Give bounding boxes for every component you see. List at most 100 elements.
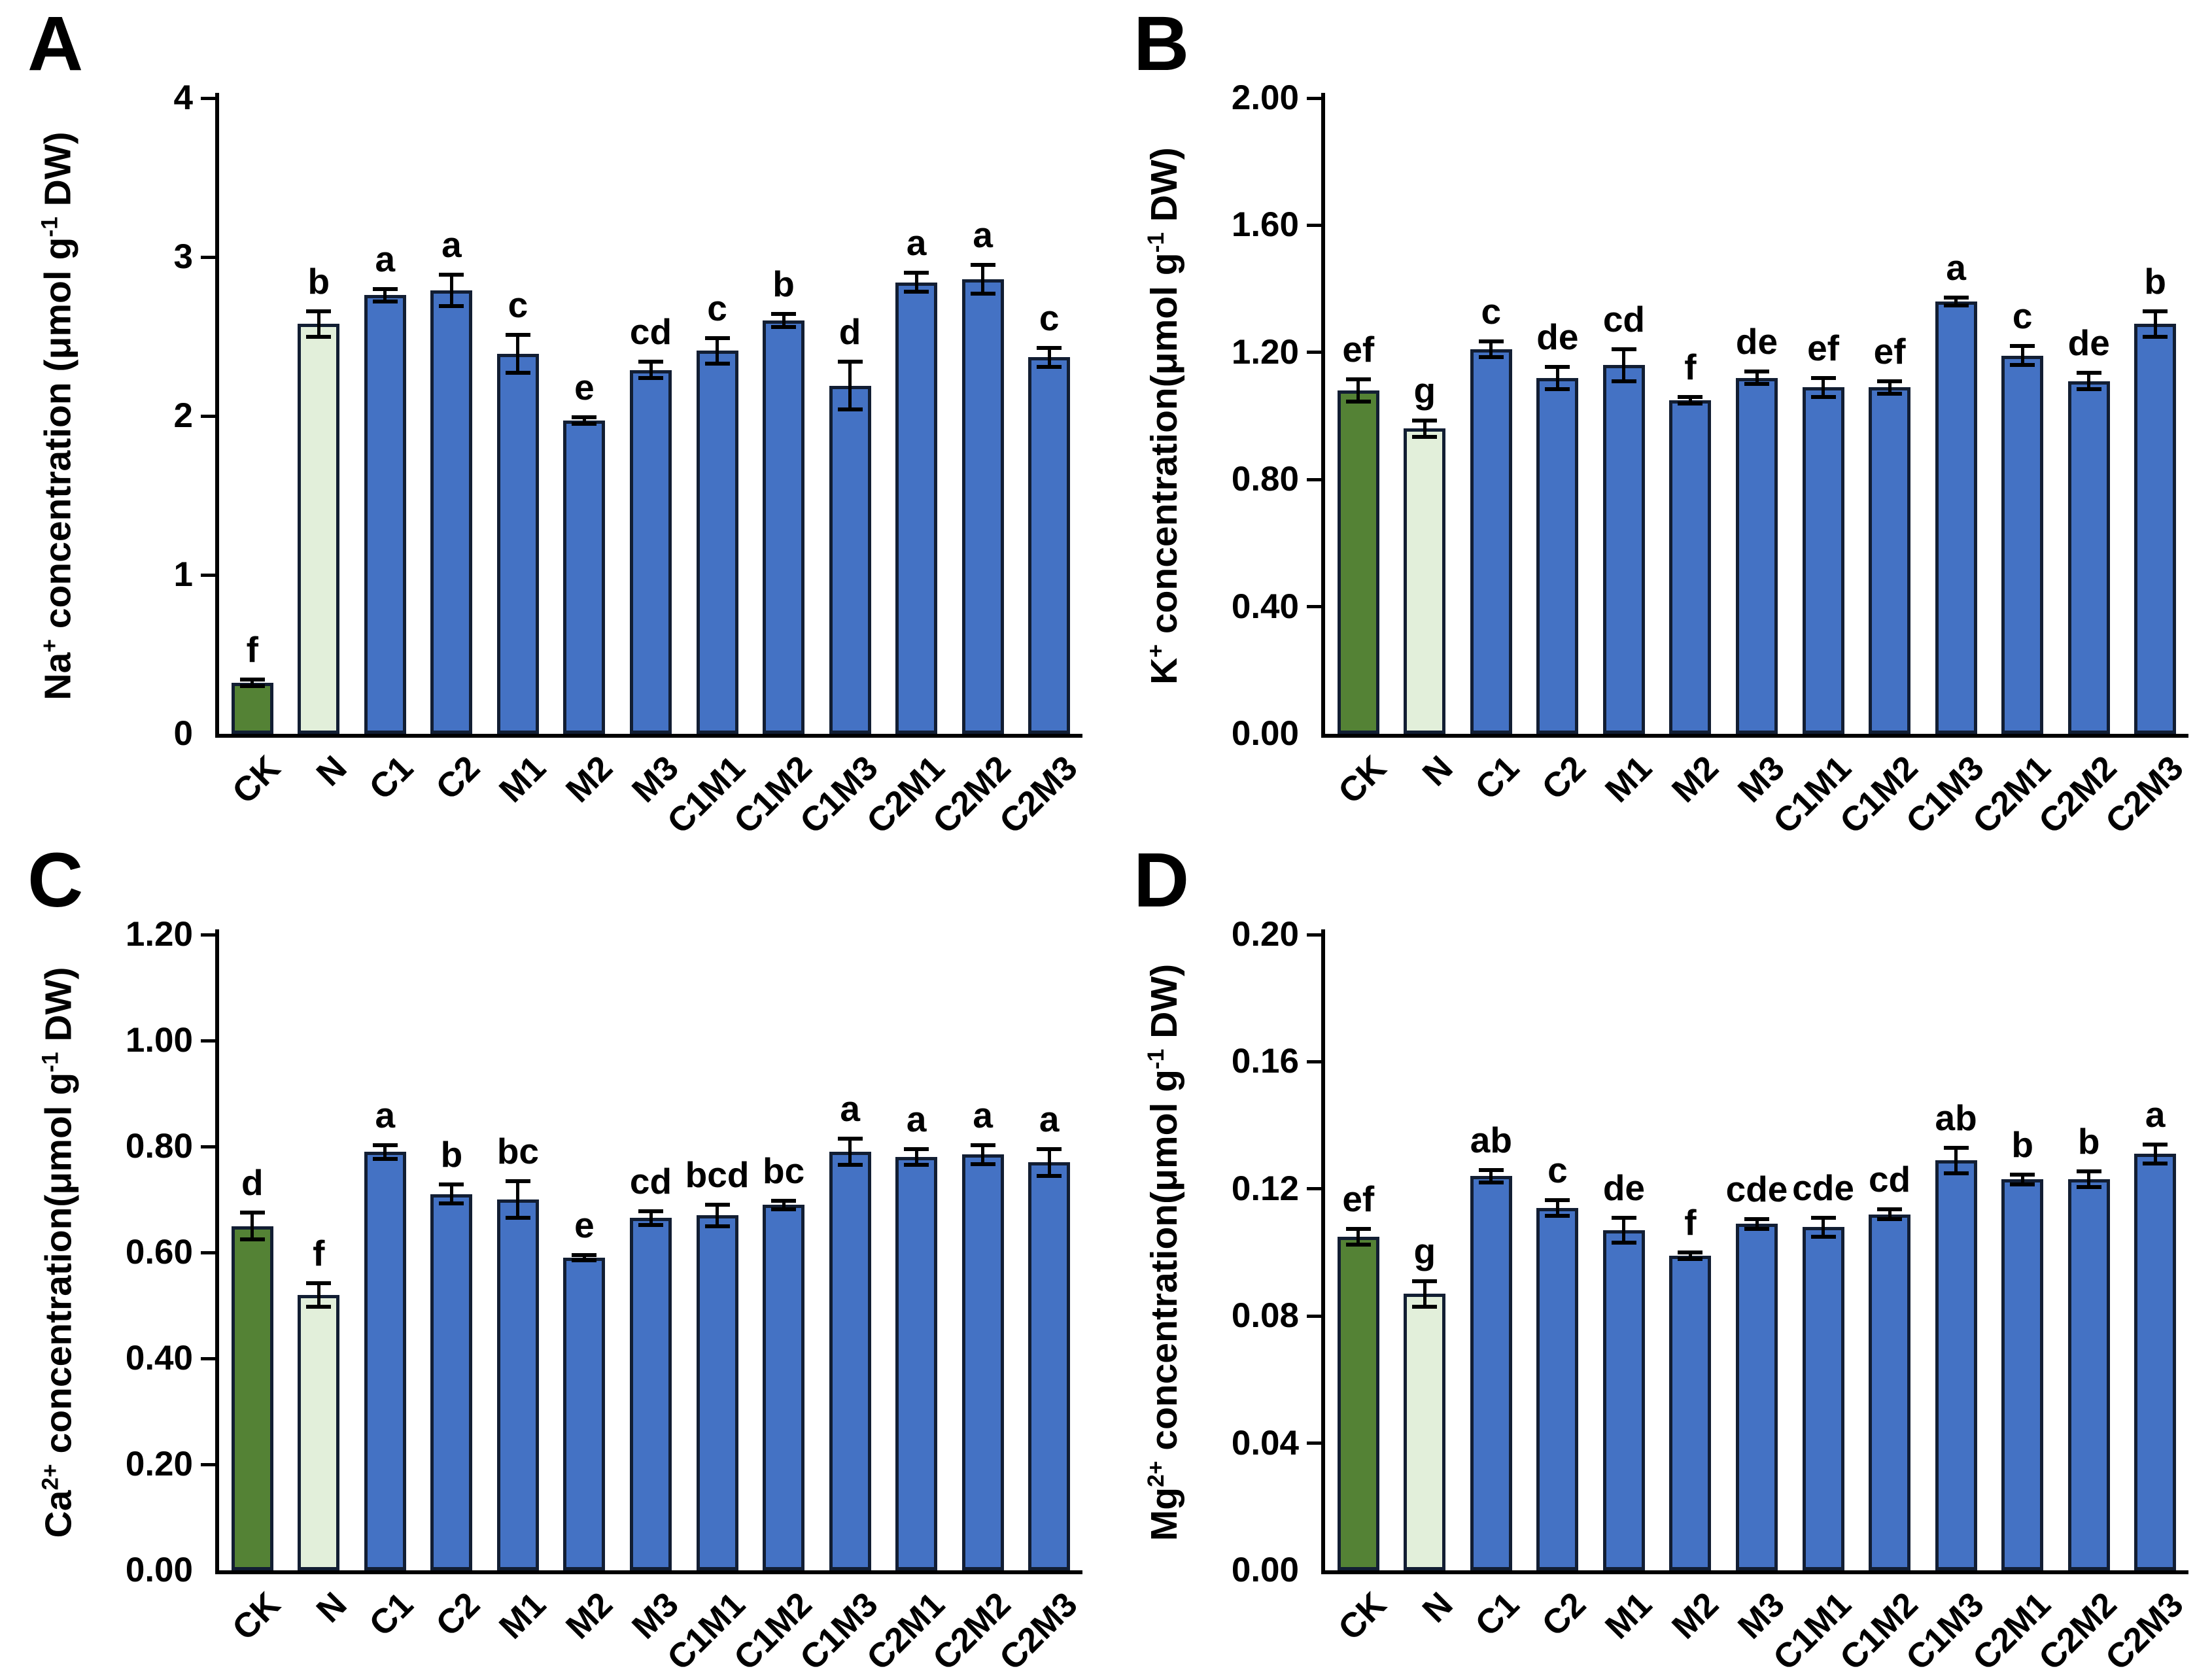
error-bar-cap-bottom bbox=[771, 1207, 797, 1211]
bar-c2m2 bbox=[2067, 1179, 2110, 1570]
significance-letter: a bbox=[441, 224, 462, 265]
y-tick-label: 1.60 bbox=[1231, 205, 1299, 245]
bar-ck bbox=[231, 683, 273, 734]
error-bar-cap-top bbox=[771, 1198, 797, 1203]
y-tick-mark bbox=[1307, 351, 1321, 354]
error-bar-cap-bottom bbox=[372, 1156, 398, 1161]
error-bar-cap-top bbox=[2143, 1142, 2168, 1147]
x-tick-label: C2M3 bbox=[992, 748, 1085, 842]
bar-c2m1 bbox=[895, 1157, 938, 1570]
error-bar-cap-top bbox=[1478, 1167, 1504, 1172]
error-bar-cap-bottom bbox=[2076, 1185, 2101, 1190]
y-tick-label: 0.12 bbox=[1231, 1169, 1299, 1208]
error-bar-cap-top bbox=[1810, 1215, 1836, 1220]
y-tick-mark bbox=[1307, 605, 1321, 609]
error-bar-cap-bottom bbox=[1037, 1173, 1062, 1178]
significance-letter: b bbox=[307, 260, 330, 302]
error-bar-line bbox=[449, 274, 453, 307]
error-bar-cap-bottom bbox=[1412, 1304, 1438, 1309]
bar-c2m2 bbox=[2067, 381, 2110, 734]
error-bar-cap-bottom bbox=[1478, 355, 1504, 360]
y-tick-label: 3 bbox=[173, 237, 193, 276]
y-tick-mark bbox=[1307, 1187, 1321, 1191]
y-tick-label: 0.80 bbox=[125, 1127, 193, 1165]
error-bar-cap-top bbox=[439, 272, 464, 277]
significance-letter: cd bbox=[1868, 1159, 1911, 1200]
y-tick-label: 0.40 bbox=[1231, 587, 1299, 626]
significance-letter: ef bbox=[1807, 327, 1839, 368]
error-bar-line bbox=[1888, 381, 1892, 394]
error-bar-cap-bottom bbox=[306, 334, 332, 339]
bar-m2 bbox=[1669, 400, 1712, 734]
error-bar-line bbox=[1822, 377, 1825, 397]
error-bar-line bbox=[649, 362, 653, 378]
significance-letter: bc bbox=[496, 1130, 540, 1171]
bar-n bbox=[1404, 428, 1446, 734]
bar-c1m2 bbox=[763, 1205, 805, 1570]
significance-letter: a bbox=[906, 222, 927, 264]
error-bar-cap-top bbox=[837, 1136, 863, 1141]
y-tick-label: 0.00 bbox=[1231, 1551, 1299, 1589]
x-tick-label: C2 bbox=[428, 748, 487, 808]
error-bar-cap-bottom bbox=[239, 1237, 265, 1241]
y-tick-label: 0 bbox=[173, 714, 193, 753]
significance-letter: g bbox=[1413, 370, 1436, 411]
x-tick-label: M2 bbox=[1664, 1585, 1726, 1647]
significance-letter: d bbox=[241, 1162, 264, 1203]
error-bar-cap-bottom bbox=[1943, 1171, 1969, 1175]
error-bar-cap-top bbox=[505, 1179, 530, 1183]
significance-letter: bcd bbox=[685, 1154, 750, 1196]
error-bar-line bbox=[2087, 1171, 2091, 1188]
x-tick-label: C1M3 bbox=[1899, 748, 1992, 842]
error-bar-line bbox=[1047, 1149, 1051, 1176]
error-bar-line bbox=[516, 335, 520, 373]
error-bar-cap-top bbox=[2076, 371, 2101, 375]
bar-c1m3 bbox=[1935, 1160, 1977, 1570]
bar-c1 bbox=[1470, 349, 1512, 734]
error-bar-line bbox=[1954, 298, 1958, 305]
y-tick-mark bbox=[201, 1145, 215, 1148]
error-bar-cap-bottom bbox=[1345, 1242, 1371, 1247]
error-bar-cap-bottom bbox=[439, 304, 464, 309]
error-bar-line bbox=[1489, 341, 1493, 358]
x-axis-line bbox=[215, 1570, 1082, 1574]
x-tick-label: M1 bbox=[1598, 1585, 1660, 1647]
bar-c1 bbox=[364, 295, 406, 734]
error-bar-cap-top bbox=[1943, 296, 1969, 300]
error-bar-line bbox=[582, 1255, 586, 1261]
bar-c1m3 bbox=[829, 385, 871, 734]
error-bar-cap-bottom bbox=[1478, 1181, 1504, 1185]
error-bar-cap-bottom bbox=[1810, 394, 1836, 399]
panel-label: C bbox=[27, 837, 84, 923]
significance-letter: a bbox=[973, 215, 993, 256]
significance-letter: f bbox=[1684, 346, 1697, 387]
bar-c1m1 bbox=[696, 351, 738, 734]
error-bar-cap-bottom bbox=[306, 1304, 332, 1309]
y-tick-label: 0.20 bbox=[125, 1445, 193, 1483]
bar-n bbox=[298, 1294, 340, 1570]
error-bar-cap-top bbox=[1744, 369, 1769, 373]
error-bar-cap-top bbox=[1545, 364, 1570, 369]
x-axis-line bbox=[1321, 734, 2188, 738]
error-bar-cap-top bbox=[306, 1281, 332, 1285]
significance-letter: c bbox=[707, 287, 727, 328]
bar-m3 bbox=[1736, 1224, 1778, 1570]
y-tick-label: 1.20 bbox=[1231, 332, 1299, 371]
error-bar-cap-top bbox=[1678, 1250, 1703, 1254]
y-tick-mark bbox=[1307, 1314, 1321, 1318]
error-bar-cap-top bbox=[439, 1182, 464, 1187]
error-bar-cap-top bbox=[2143, 309, 2168, 313]
error-bar-cap-top bbox=[372, 1143, 398, 1147]
significance-letter: a bbox=[375, 238, 396, 279]
error-bar-cap-bottom bbox=[1037, 364, 1062, 369]
bar-c2 bbox=[1536, 1207, 1579, 1570]
error-bar-cap-top bbox=[1877, 1207, 1903, 1212]
error-bar-cap-bottom bbox=[1877, 391, 1903, 396]
error-bar-line bbox=[2020, 1174, 2024, 1184]
error-bar-line bbox=[848, 1138, 852, 1165]
x-tick-label: C1M3 bbox=[793, 748, 886, 842]
bar-c2m3 bbox=[2134, 1154, 2177, 1570]
error-bar-cap-bottom bbox=[2143, 1161, 2168, 1165]
error-bar-line bbox=[716, 337, 719, 364]
